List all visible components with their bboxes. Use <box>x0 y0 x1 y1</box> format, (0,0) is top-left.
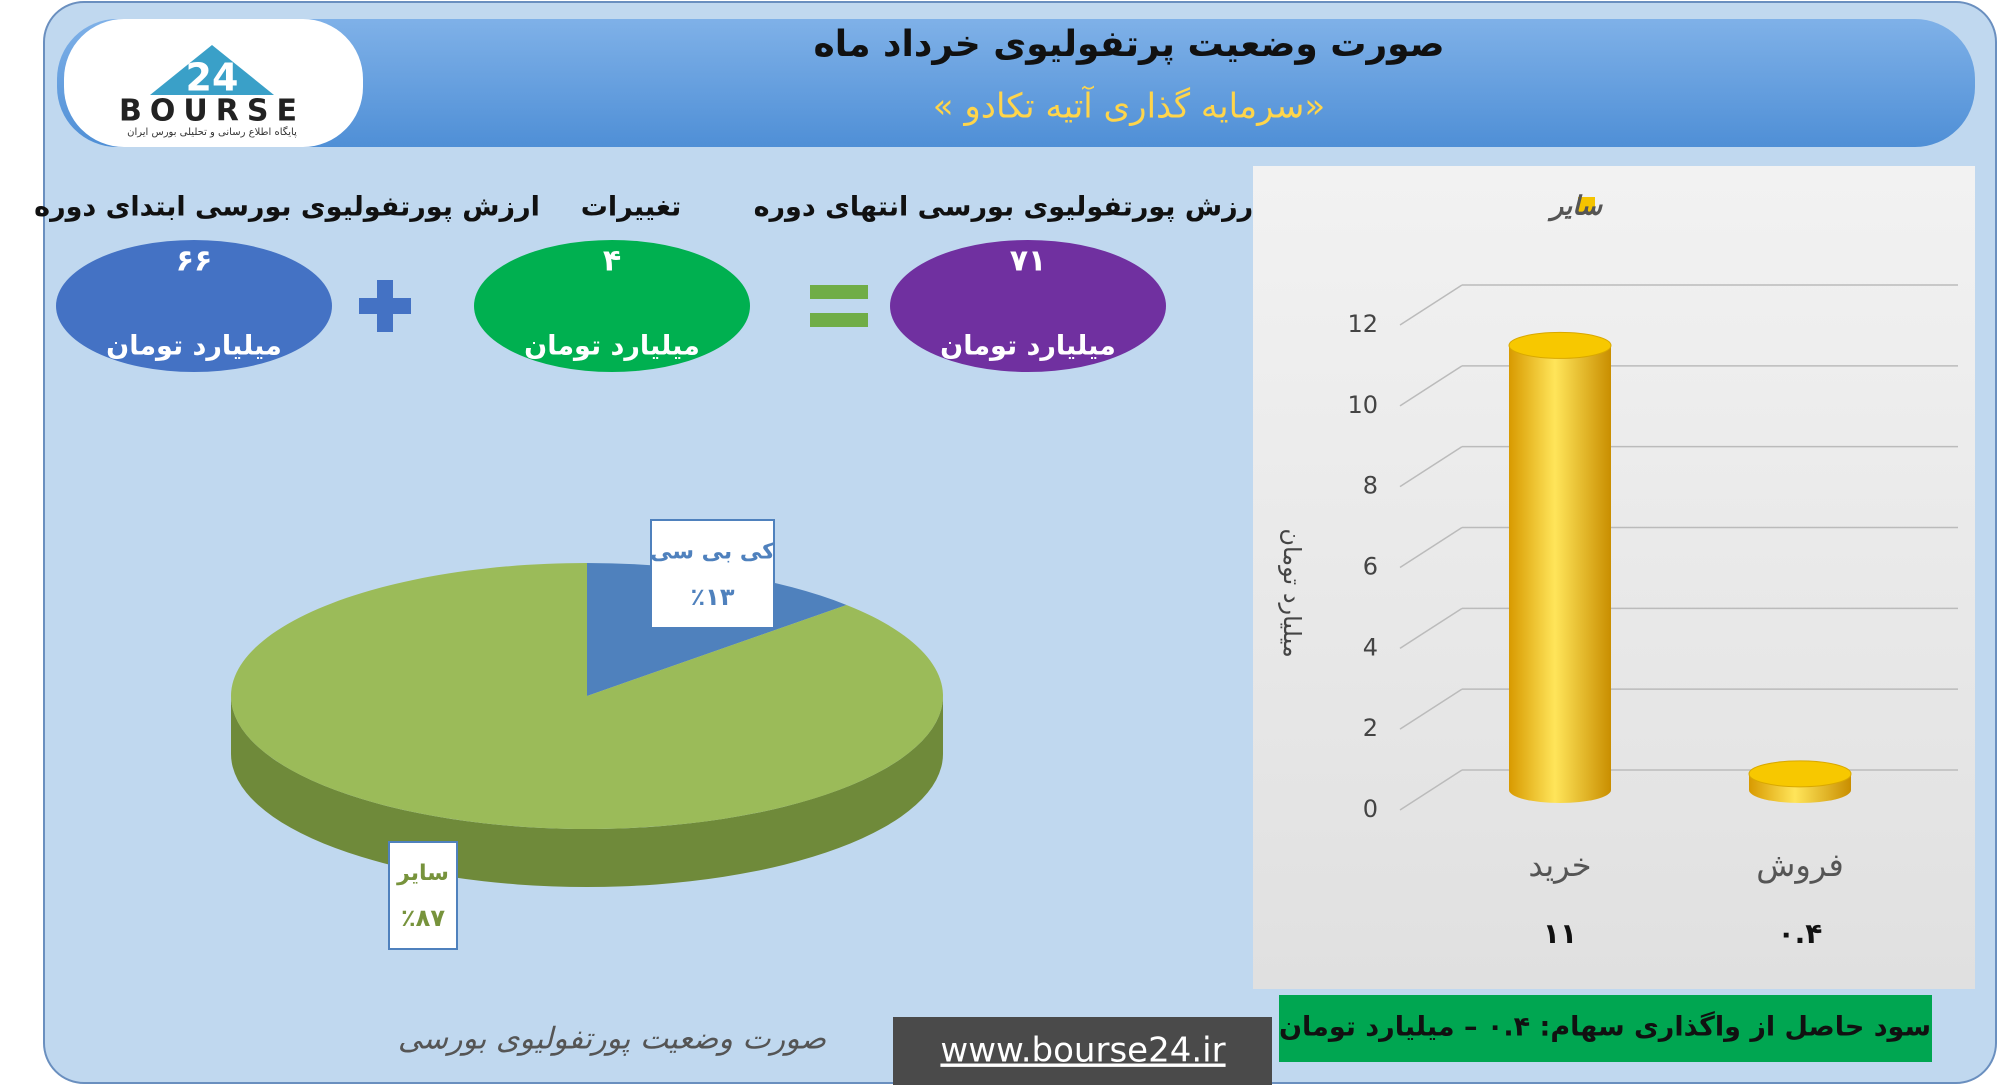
pie-title: صورت وضعیت پورتفولیوی بورسی <box>398 1022 827 1057</box>
summary-unit: میلیارد تومان <box>106 331 282 362</box>
grid-line <box>1399 365 1463 407</box>
url-box <box>893 1017 1272 1085</box>
pie-label-value: ٪۸۷ <box>401 904 445 932</box>
pie-label-value: ٪۱۳ <box>691 583 735 611</box>
footer-note: سود حاصل از واگذاری سهام: ۰.۴ – میلیارد … <box>1279 1011 1931 1043</box>
y-tick-label: 4 <box>1363 633 1378 661</box>
bar-cylinder-top <box>1748 760 1852 788</box>
equals-sign <box>810 285 868 299</box>
summary-value: ۴ <box>603 244 621 279</box>
summary-label: ارزش پورتفولیوی بورسی ابتدای دوره <box>34 192 540 223</box>
pie-label-box <box>388 841 458 950</box>
y-tick-label: 10 <box>1347 391 1378 419</box>
summary-unit: میلیارد تومان <box>940 331 1116 362</box>
pie-slice <box>230 563 943 829</box>
logo-text: BOURSE <box>119 94 305 129</box>
y-tick-label: 2 <box>1363 714 1378 742</box>
grid-line <box>1399 284 1463 326</box>
logo-triangle <box>150 45 274 95</box>
x-tick-label: فروش <box>1756 846 1843 884</box>
header-subtitle: «سرمایه گذاری آتیه تکادو » <box>933 86 1325 127</box>
grid-line <box>1399 769 1463 811</box>
y-tick-label: 0 <box>1363 795 1378 823</box>
plus-sign <box>359 280 411 332</box>
y-tick-label: 12 <box>1347 310 1378 338</box>
summary-ellipse <box>56 240 332 372</box>
value-label: ۱۱ <box>1543 917 1577 950</box>
summary-ellipse <box>474 240 750 372</box>
pie-chart: کی بی سی ٪۱۳ سایر ٪۸۷ صورت وضعیت پورتفولیوی … <box>230 519 943 1057</box>
summary-value: ۶۶ <box>176 244 213 279</box>
header-band <box>57 19 1975 147</box>
header-title: صورت وضعیت پرتفولیوی خرداد ماه <box>813 24 1444 65</box>
logo-number: 24 <box>186 56 239 100</box>
summary-label: ارزش پورتفولیوی بورسی انتهای دوره <box>754 192 1263 223</box>
bar-chart: 0 2 4 6 8 10 12 میلیارد تومان سایر خرید ۱۱ فروش ۰.۴ <box>1278 192 1958 950</box>
summary-ellipse <box>890 240 1166 372</box>
y-tick-label: 6 <box>1363 553 1378 581</box>
footer-url[interactable]: www.bourse24.ir <box>940 1031 1225 1071</box>
bar-cylinder-top <box>1508 331 1612 359</box>
summary-unit: میلیارد تومان <box>524 331 700 362</box>
bar-cylinder <box>1509 345 1611 803</box>
pie-label-name: کی بی سی <box>650 539 775 564</box>
grid-line <box>1399 607 1463 649</box>
summary-label: تغییرات <box>581 192 682 223</box>
grid-line <box>1399 688 1463 730</box>
legend-swatch <box>1578 197 1595 214</box>
y-axis-title: میلیارد تومان <box>1278 528 1306 657</box>
grid-line <box>1399 526 1463 569</box>
pie-label-box <box>650 519 775 629</box>
x-tick-label: خرید <box>1528 846 1591 884</box>
y-tick-label: 8 <box>1363 472 1378 500</box>
pie-side <box>231 696 943 887</box>
footer-note-box <box>1279 995 1932 1062</box>
value-label: ۰.۴ <box>1778 917 1823 950</box>
pie-label-name: سایر <box>396 861 449 886</box>
bar-chart-panel <box>1253 166 1975 989</box>
legend-label: سایر <box>1547 192 1604 222</box>
grid-line <box>1399 446 1463 488</box>
logo-tagline: پایگاه اطلاع رسانی و تحلیلی بورس ایران <box>127 126 297 138</box>
logo: 24 BOURSE پایگاه اطلاع رسانی و تحلیلی بو… <box>64 19 363 147</box>
summary-value: ۷۱ <box>1010 244 1047 279</box>
equals-sign <box>810 313 868 327</box>
